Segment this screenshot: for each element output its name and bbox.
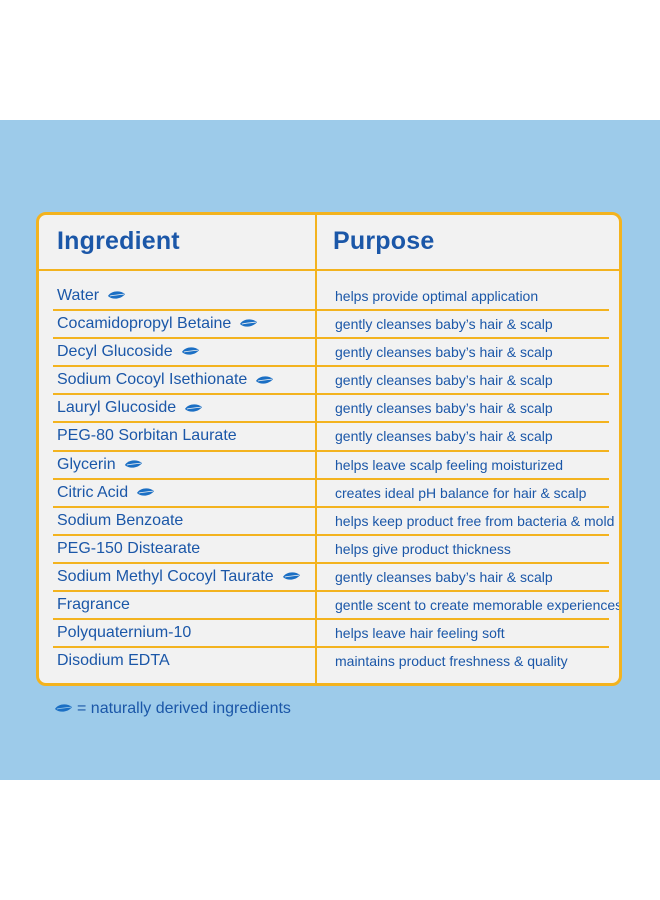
ingredient-purpose: gently cleanses baby’s hair & scalp xyxy=(335,372,553,389)
ingredient-name: Glycerin xyxy=(57,456,143,474)
ingredient-text: Citric Acid xyxy=(57,483,129,501)
leaf-icon xyxy=(137,488,155,496)
table-row: Citric Acid creates ideal pH balance for … xyxy=(39,480,619,508)
leaf-icon xyxy=(240,319,258,327)
leaf-icon xyxy=(54,704,73,712)
table-body: Water helps provide optimal application Co… xyxy=(39,283,619,676)
ingredient-purpose: helps provide optimal application xyxy=(335,288,539,304)
ingredient-purpose: gently cleanses baby’s hair & scalp xyxy=(335,316,553,333)
ingredient-text: Decyl Glucoside xyxy=(57,343,173,361)
header-purpose: Purpose xyxy=(333,227,435,255)
ingredient-text: PEG-150 Distearate xyxy=(57,539,201,557)
ingredient-name: PEG-80 Sorbitan Laurate xyxy=(57,427,237,445)
leaf-icon xyxy=(124,460,142,468)
ingredient-purpose: helps give product thickness xyxy=(335,540,511,557)
ingredient-name: Polyquaternium-10 xyxy=(57,624,191,642)
table-row: Sodium Benzoate helps keep product free f… xyxy=(39,508,619,536)
ingredient-name: Water xyxy=(57,287,126,305)
ingredient-name: Sodium Benzoate xyxy=(57,512,183,530)
table-row: Decyl Glucoside gently cleanses baby’s ha… xyxy=(39,339,619,368)
table-row: Glycerin helps leave scalp feeling moistu… xyxy=(39,452,619,480)
ingredient-text: Glycerin xyxy=(57,455,116,473)
ingredient-name: Sodium Methyl Cocoyl Taurate xyxy=(57,568,301,586)
ingredient-purpose: creates ideal pH balance for hair & scal… xyxy=(335,484,587,501)
header-ingredient: Ingredient xyxy=(57,227,180,255)
table-row: Fragrance gentle scent to create memorabl… xyxy=(39,592,622,621)
table-row: Lauryl Glucoside gently cleanses baby’s h… xyxy=(39,395,619,424)
ingredient-text: PEG-80 Sorbitan Laurate xyxy=(57,427,237,445)
ingredient-name: Citric Acid xyxy=(57,484,155,502)
table-row: Water helps provide optimal application xyxy=(39,283,619,312)
ingredient-text: Fragrance xyxy=(57,596,130,614)
leaf-icon xyxy=(256,375,274,384)
ingredient-text: Sodium Cocoyl Isethionate xyxy=(57,371,248,389)
ingredient-name: Decyl Glucoside xyxy=(57,343,200,361)
legend: = naturally derived ingredients xyxy=(54,700,291,718)
table-row: Disodium EDTA maintains product freshness… xyxy=(39,648,619,676)
ingredient-purpose: gently cleanses baby’s hair & scalp xyxy=(335,400,553,417)
ingredient-text: Lauryl Glucoside xyxy=(57,399,177,417)
leaf-icon xyxy=(181,347,199,356)
table-header: Ingredient Purpose xyxy=(39,215,619,271)
ingredient-text: Disodium EDTA xyxy=(57,652,170,670)
ingredient-purpose: gently cleanses baby’s hair & scalp xyxy=(335,428,553,445)
ingredient-text: Sodium Methyl Cocoyl Taurate xyxy=(57,567,274,585)
ingredient-purpose: gently cleanses baby’s hair & scalp xyxy=(335,568,553,585)
leaf-icon xyxy=(108,291,126,299)
table-row: Sodium Cocoyl Isethionate gently cleanses… xyxy=(39,367,619,396)
leaf-icon xyxy=(282,572,300,580)
ingredient-name: PEG-150 Distearate xyxy=(57,540,200,558)
ingredient-name: Sodium Cocoyl Isethionate xyxy=(57,371,274,389)
table-row: Cocamidopropyl Betaine gently cleanses ba… xyxy=(39,311,619,340)
legend-text: = naturally derived ingredients xyxy=(77,700,291,717)
ingredient-text: Sodium Benzoate xyxy=(57,511,184,529)
table-row: PEG-150 Distearate helps give product thi… xyxy=(39,536,619,565)
table-row: Sodium Methyl Cocoyl Taurate gently clean… xyxy=(39,564,619,593)
ingredient-name: Fragrance xyxy=(57,596,130,614)
ingredient-purpose: maintains product freshness & quality xyxy=(335,653,568,670)
table-row: Polyquaternium-10 helps leave hair feelin… xyxy=(39,620,619,649)
ingredient-purpose: gently cleanses baby’s hair & scalp xyxy=(335,344,553,361)
ingredient-name: Disodium EDTA xyxy=(57,652,170,670)
ingredient-name: Lauryl Glucoside xyxy=(57,399,203,417)
ingredients-table: Ingredient Purpose Water helps provide op… xyxy=(36,212,622,686)
ingredient-purpose: helps leave hair feeling soft xyxy=(335,625,505,642)
table-row: PEG-80 Sorbitan Laurate gently cleanses b… xyxy=(39,423,619,452)
ingredient-purpose: gentle scent to create memorable experie… xyxy=(335,597,622,614)
ingredient-text: Polyquaternium-10 xyxy=(57,624,192,642)
ingredient-name: Cocamidopropyl Betaine xyxy=(57,315,258,333)
ingredient-text: Cocamidopropyl Betaine xyxy=(57,315,232,333)
ingredient-text: Water xyxy=(57,287,100,304)
ingredient-purpose: helps leave scalp feeling moisturized xyxy=(335,456,564,473)
column-divider xyxy=(315,215,317,683)
ingredient-purpose: helps keep product free from bacteria & … xyxy=(335,512,615,529)
leaf-icon xyxy=(185,404,203,412)
